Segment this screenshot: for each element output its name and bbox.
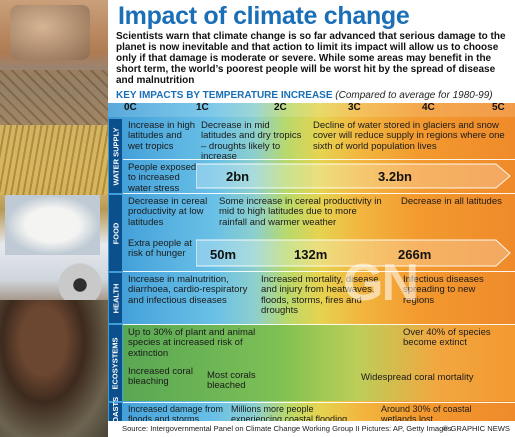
divider	[123, 324, 515, 325]
intro-text: Scientists warn that climate change is s…	[116, 31, 506, 87]
subheading-label: KEY IMPACTS BY TEMPERATURE INCREASE	[116, 90, 333, 101]
water-stress-arrow	[196, 163, 511, 189]
divider	[123, 402, 515, 403]
footer-source: Source: Intergovernmental Panel on Clima…	[122, 424, 452, 433]
food-cell-1: Decrease in cereal productivity at low l…	[128, 196, 208, 228]
category-water-supply: WATER SUPPLY	[109, 119, 122, 193]
category-ecosystems: ECOSYSTEMS	[109, 325, 122, 401]
photo-collage	[0, 0, 108, 437]
category-health: HEALTH	[109, 273, 122, 323]
coasts-cell-1: Increased damage from floods and storms	[128, 404, 224, 424]
temperature-axis: 0C 1C 2C 3C 4C 5C	[108, 102, 515, 117]
category-food: FOOD	[109, 195, 122, 271]
divider	[123, 271, 515, 272]
category-coasts: COASTS	[109, 396, 122, 428]
subheading-note: (Compared to average for 1980-99)	[335, 90, 493, 101]
water-cell-2: Decrease in mid latitudes and dry tropic…	[201, 120, 302, 162]
child-flood-photo	[0, 300, 108, 437]
coasts-cell-2: Millions more people experiencing coasta…	[231, 404, 348, 433]
cracked-earth-photo	[0, 70, 108, 125]
wheat-photo	[0, 125, 108, 195]
watermark-logo: GN	[343, 254, 419, 312]
water-value-3-2bn: 3.2bn	[378, 169, 412, 184]
health-cell-3: Infectious diseases spreading to new reg…	[403, 274, 484, 306]
food-value-132m: 132m	[294, 247, 328, 262]
divider	[123, 159, 515, 160]
eco-cell-4: Most corals bleached	[207, 370, 256, 392]
health-cell-1: Increase in malnutrition, diarrhoea, car…	[128, 274, 248, 306]
food-cell-3: Decrease in all latitudes	[401, 196, 502, 207]
food-value-266m: 266m	[398, 247, 432, 262]
tick-0c: 0C	[124, 102, 137, 113]
subheading: KEY IMPACTS BY TEMPERATURE INCREASE (Com…	[116, 90, 493, 101]
health-cell-2: Increased mortality, disease and injury …	[261, 274, 379, 316]
impact-chart: 0C 1C 2C 3C 4C 5C WATER SUPPLY FOOD HEAL…	[108, 102, 515, 433]
hunger-label: Extra people at risk of hunger	[128, 238, 192, 260]
eco-cell-3: Increased coral bleaching	[128, 366, 193, 388]
tick-4c: 4C	[422, 102, 435, 113]
water-cell-3: Decline of water stored in glaciers and …	[313, 120, 505, 152]
ecosystems-band	[123, 325, 515, 401]
eco-cell-1: Up to 30% of plant and animal species at…	[128, 327, 256, 359]
coasts-cell-3: Around 30% of coastal wetlands lost	[381, 404, 472, 424]
food-value-50m: 50m	[210, 247, 237, 262]
eco-cell-2: Over 40% of species become extinct	[403, 327, 491, 349]
hunger-arrow	[196, 239, 511, 267]
water-stress-label: People exposed to increased water stress	[128, 162, 197, 194]
tick-2c: 2C	[274, 102, 287, 113]
tap-photo	[10, 5, 90, 60]
eco-cell-5: Widespread coral mortality	[361, 372, 474, 383]
footer-credit: © GRAPHIC NEWS	[442, 424, 510, 433]
footer: Source: Intergovernmental Panel on Clima…	[108, 421, 515, 437]
tick-3c: 3C	[348, 102, 361, 113]
polar-bear-photo	[5, 195, 100, 255]
water-value-2bn: 2bn	[226, 169, 250, 184]
tick-1c: 1C	[196, 102, 209, 113]
divider	[123, 193, 515, 194]
water-cell-1: Increase in high latitudes and wet tropi…	[128, 120, 196, 152]
page-title: Impact of climate change	[118, 2, 410, 30]
tick-5c: 5C	[492, 102, 505, 113]
food-cell-2: Some increase in cereal productivity in …	[219, 196, 382, 228]
